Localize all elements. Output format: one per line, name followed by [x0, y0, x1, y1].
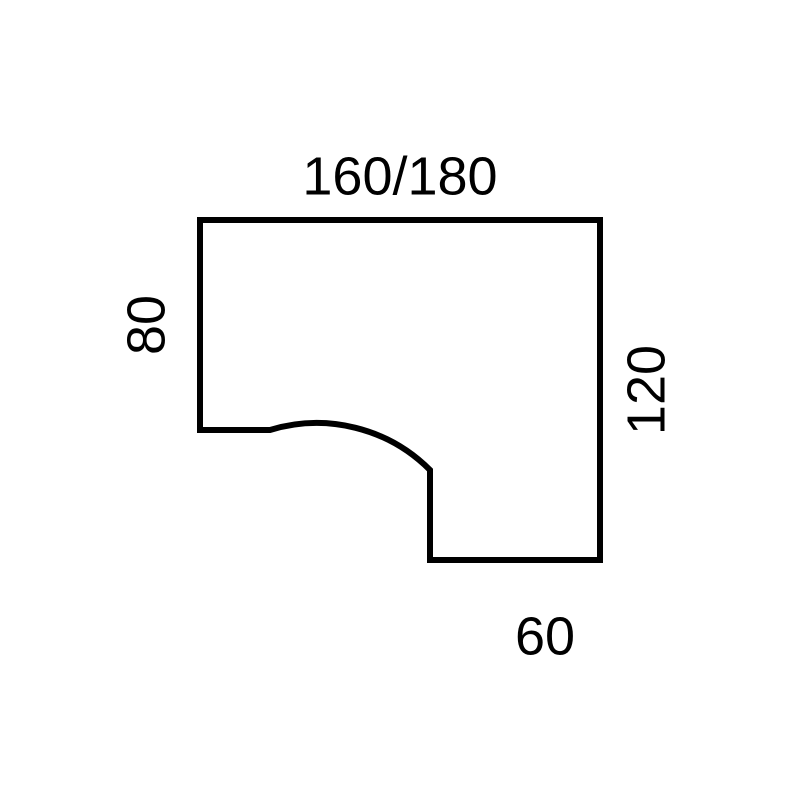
dimension-label-top: 160/180: [302, 146, 497, 206]
desk-outline-shape: [200, 220, 600, 560]
dimension-label-right: 120: [616, 345, 676, 435]
dimension-label-bottom: 60: [515, 606, 575, 666]
dimension-label-left: 80: [116, 295, 176, 355]
dimension-diagram: 160/180 80 120 60: [0, 0, 800, 800]
